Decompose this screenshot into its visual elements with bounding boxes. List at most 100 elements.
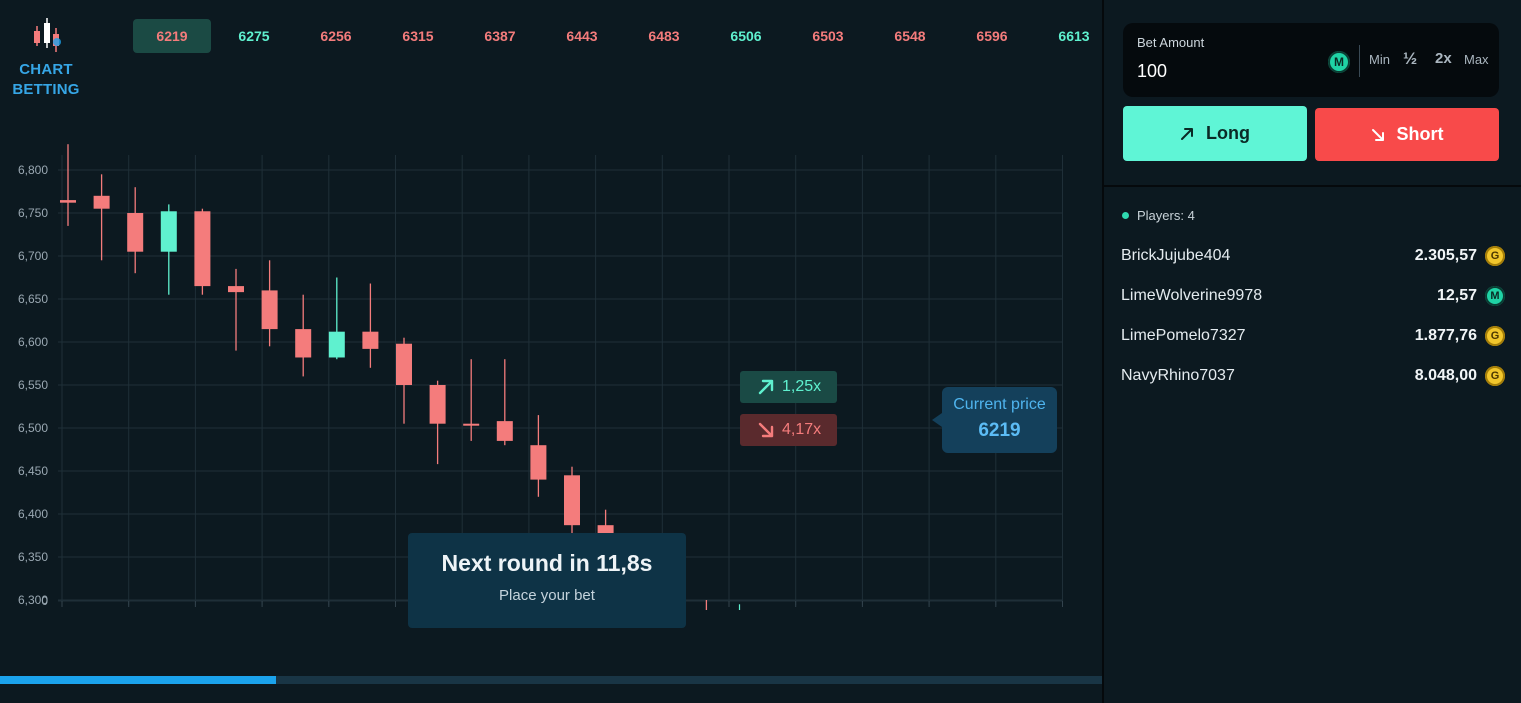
- y-tick-label: 6,800: [18, 163, 48, 177]
- player-row: LimeWolverine9978 12,57 M: [1121, 284, 1505, 308]
- next-round-overlay: Next round in 11,8s Place your bet: [408, 533, 686, 628]
- online-dot-icon: [1122, 212, 1129, 219]
- app-title: CHART BETTING: [8, 60, 84, 100]
- m-coin-icon: M: [1485, 286, 1505, 306]
- y-tick-label: 6,350: [18, 550, 48, 564]
- half-bet-button[interactable]: ½: [1403, 49, 1418, 68]
- candle-body: [160, 211, 177, 252]
- candle-body: [295, 329, 312, 358]
- candle-body: [362, 331, 379, 349]
- ticker-item: 6613: [1058, 28, 1090, 44]
- ticker-item: 6506: [730, 28, 762, 44]
- m-coin-icon: M: [1328, 51, 1350, 73]
- player-name: LimePomelo7327: [1121, 327, 1246, 344]
- g-coin-icon: G: [1485, 326, 1505, 346]
- candle-body: [93, 195, 110, 209]
- round-progress-bar: [0, 676, 1102, 684]
- bet-amount-input[interactable]: [1137, 59, 1307, 83]
- long-multiplier-value: 1,25x: [782, 378, 822, 395]
- current-price-label: Current price: [953, 396, 1046, 413]
- short-button-label: Short: [1396, 124, 1444, 144]
- candle-body: [60, 200, 76, 203]
- ticker-item: 6596: [976, 28, 1008, 44]
- arrow-down-right-icon: [1371, 128, 1384, 141]
- player-name: NavyRhino7037: [1121, 367, 1235, 384]
- player-amount: 2.305,57: [1414, 247, 1477, 264]
- candle-body: [396, 343, 412, 385]
- price-history-ticker: 6219 6275 6256 6315 6387 6443 6483 6506 6503 6548…: [133, 19, 1117, 53]
- player-amount: 1.877,76: [1414, 327, 1477, 344]
- chart-panel: CHART BETTING 6219 6275 6256 6315 6387 6443 64…: [0, 14, 1102, 684]
- y-tick-label: 6,650: [18, 292, 48, 306]
- candle-body: [429, 385, 446, 424]
- ticker-item: 6503: [812, 28, 844, 44]
- max-bet-button[interactable]: Max: [1464, 52, 1489, 67]
- ticker-item: 6275: [238, 28, 270, 44]
- y-tick-label: 6,550: [18, 378, 48, 392]
- ticker-item: 6219: [133, 19, 211, 53]
- candle-body: [463, 423, 480, 426]
- long-button[interactable]: Long: [1123, 106, 1307, 161]
- current-price-pointer: [932, 413, 942, 427]
- long-button-label: Long: [1206, 123, 1250, 143]
- current-price-box: Current price 6219: [942, 387, 1057, 453]
- player-amount: 12,57: [1436, 287, 1477, 304]
- g-coin-icon: G: [1485, 366, 1505, 386]
- short-multiplier-value: 4,17x: [782, 421, 822, 438]
- place-bet-hint: Place your bet: [499, 587, 595, 604]
- long-multiplier-badge: 1,25x: [740, 371, 837, 403]
- candlestick-chart: 6,800 6,750 6,700 6,650 6,600 6,550 6,500 6,450…: [18, 144, 1063, 610]
- arrow-down-right-icon: [758, 422, 774, 438]
- y-tick-label: 6,400: [18, 507, 48, 521]
- panel-divider: [1102, 0, 1104, 703]
- y-tick-label: 0: [41, 594, 48, 608]
- ticker-item: 6387: [484, 28, 516, 44]
- y-tick-label: 6,450: [18, 464, 48, 478]
- candle-body: [228, 286, 244, 293]
- ticker-item: 6315: [402, 28, 434, 44]
- candle-body: [261, 290, 278, 330]
- arrow-up-right-icon: [758, 379, 774, 395]
- candle-body: [496, 421, 513, 441]
- panel-separator: [1104, 185, 1521, 187]
- candle-body: [564, 475, 580, 526]
- player-amount: 8.048,00: [1414, 367, 1477, 384]
- short-button[interactable]: Short: [1315, 108, 1499, 161]
- players-header: Players: 4: [1122, 208, 1195, 223]
- players-count: Players: 4: [1137, 208, 1195, 223]
- bet-controls-separator: [1359, 45, 1360, 77]
- min-bet-button[interactable]: Min: [1369, 52, 1390, 67]
- g-coin-icon: G: [1485, 246, 1505, 266]
- next-round-countdown: Next round in 11,8s: [441, 550, 653, 576]
- bet-amount-box: Bet Amount M Min ½ 2x Max: [1123, 23, 1499, 97]
- betting-panel: Bet Amount M Min ½ 2x Max Long Short Pla…: [1104, 0, 1521, 703]
- player-name: BrickJujube404: [1121, 247, 1231, 264]
- app-title-line2: BETTING: [12, 81, 80, 98]
- player-row: LimePomelo7327 1.877,76 G: [1121, 324, 1505, 348]
- y-tick-label: 6,600: [18, 335, 48, 349]
- arrow-up-right-icon: [1181, 127, 1193, 140]
- current-price-value: 6219: [978, 420, 1021, 441]
- ticker-item: 6548: [894, 28, 926, 44]
- ticker-item: 6256: [320, 28, 352, 44]
- ticker-item: 6483: [648, 28, 680, 44]
- player-name: LimeWolverine9978: [1121, 287, 1263, 304]
- y-tick-label: 6,300: [18, 593, 48, 607]
- candle-body: [530, 445, 547, 480]
- app-logo: CHART BETTING: [8, 14, 84, 100]
- y-tick-label: 6,500: [18, 421, 48, 435]
- app-title-line1: CHART: [19, 61, 73, 78]
- candles-logo-icon: [34, 18, 61, 52]
- bet-amount-label: Bet Amount: [1137, 35, 1205, 50]
- double-bet-button[interactable]: 2x: [1435, 50, 1452, 67]
- short-multiplier-badge: 4,17x: [740, 414, 837, 446]
- player-row: NavyRhino7037 8.048,00 G: [1121, 364, 1505, 388]
- round-progress-fill: [0, 676, 276, 684]
- player-row: BrickJujube404 2.305,57 G: [1121, 244, 1505, 268]
- candle-body: [127, 213, 144, 252]
- y-tick-label: 6,750: [18, 206, 48, 220]
- candle-body: [328, 331, 345, 358]
- ticker-item: 6443: [566, 28, 598, 44]
- candle-body: [194, 211, 211, 287]
- y-tick-label: 6,700: [18, 249, 48, 263]
